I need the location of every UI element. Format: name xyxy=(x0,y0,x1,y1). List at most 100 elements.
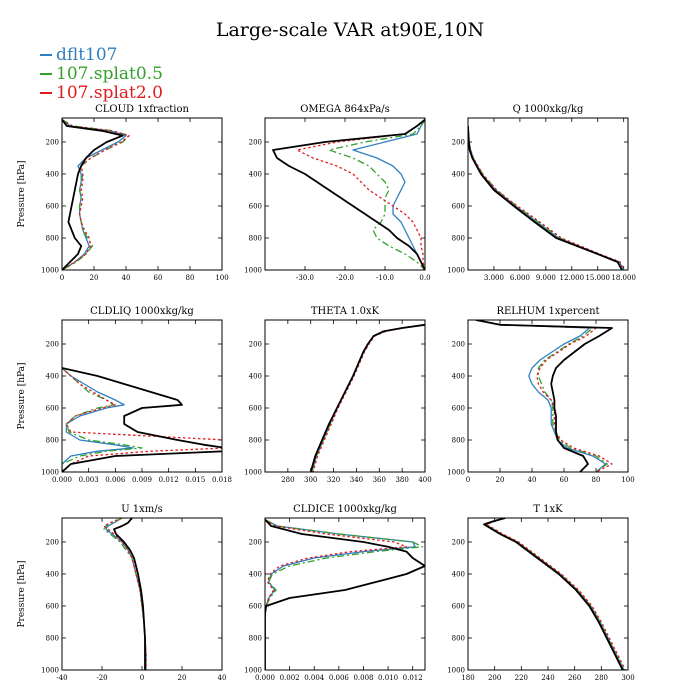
x-tick-label: 300 xyxy=(304,476,317,484)
series-group xyxy=(103,518,147,670)
series-line-107-splat2-0 xyxy=(62,119,130,270)
panel-title: CLDICE 1000xkg/kg xyxy=(293,504,397,515)
x-tick-label: 15.000 xyxy=(585,274,610,282)
y-tick-label: 1000 xyxy=(447,469,465,477)
y-tick-label: 800 xyxy=(46,437,59,445)
panel-frame xyxy=(467,319,629,473)
series-line-control xyxy=(468,125,623,270)
x-tick-label: -30.0 xyxy=(296,274,314,282)
y-tick-label: 600 xyxy=(249,203,262,211)
y-tick-label: 400 xyxy=(249,373,262,381)
series-line-control xyxy=(309,323,425,472)
x-tick-label: 0.012 xyxy=(159,476,179,484)
x-tick-label: 0.018 xyxy=(212,476,232,484)
x-tick-label: 0.009 xyxy=(132,476,152,484)
x-tick-label: 80 xyxy=(186,274,195,282)
y-tick-label: 800 xyxy=(249,235,262,243)
panel-1: CLOUD 1xfraction Pressure [hPa] 0 20 40 60 80 1… xyxy=(17,104,229,282)
y-tick-label: 600 xyxy=(452,203,465,211)
series-line-107-splat2-0 xyxy=(296,119,425,270)
y-tick-label: 400 xyxy=(249,571,262,579)
series-line-control xyxy=(62,367,222,472)
y-axis-label: Pressure [hPa] xyxy=(17,560,27,627)
series-line-dflt107 xyxy=(484,518,625,670)
panel-title: CLOUD 1xfraction xyxy=(95,104,189,115)
y-tick-label: 600 xyxy=(452,405,465,413)
x-tick-label: 40 xyxy=(122,274,131,282)
x-tick-label: 260 xyxy=(568,674,581,682)
panel-frame xyxy=(264,319,426,473)
x-tick-label: -10.0 xyxy=(376,274,394,282)
y-tick-label: 800 xyxy=(46,235,59,243)
y-tick-label: 800 xyxy=(452,437,465,445)
series-group xyxy=(265,518,425,670)
y-axis-label: Pressure [hPa] xyxy=(17,160,27,227)
panel-title: THETA 1.0xK xyxy=(311,306,380,317)
series-line-control xyxy=(113,518,146,670)
panel-title: Q 1000xkg/kg xyxy=(513,104,584,115)
x-tick-label: 80 xyxy=(592,476,601,484)
series-group xyxy=(272,118,425,270)
y-tick-label: 1000 xyxy=(41,267,59,275)
series-line-107-splat0-5 xyxy=(62,367,143,472)
series-group xyxy=(309,323,425,472)
panel-4: CLDLIQ 1000xkg/kg Pressure [hPa] 0.000 0.00… xyxy=(17,306,232,484)
y-tick-label: 800 xyxy=(46,635,59,643)
y-tick-label: 400 xyxy=(46,171,59,179)
x-tick-label: 0 xyxy=(60,274,64,282)
y-tick-label: 200 xyxy=(249,139,262,147)
x-tick-label: -40 xyxy=(56,674,67,682)
y-tick-label: 200 xyxy=(452,139,465,147)
y-tick-label: 600 xyxy=(46,603,59,611)
x-tick-label: 340 xyxy=(350,476,363,484)
panel-frame xyxy=(61,517,223,671)
panel-title: CLDLIQ 1000xkg/kg xyxy=(90,306,194,317)
y-tick-label: 200 xyxy=(46,139,59,147)
x-tick-label: 40 xyxy=(528,476,537,484)
series-line-107-splat2-0 xyxy=(265,519,408,670)
x-tick-label: 320 xyxy=(327,476,340,484)
series-line-107-splat0-5 xyxy=(311,324,425,472)
x-tick-label: 300 xyxy=(621,674,634,682)
panels: CLOUD 1xfraction Pressure [hPa] 0 20 40 60 80 1… xyxy=(17,104,636,682)
series-line-107-splat2-0 xyxy=(468,125,625,270)
panel-title: RELHUM 1xpercent xyxy=(496,306,599,317)
series-line-107-splat0-5 xyxy=(62,119,130,270)
series-line-107-splat2-0 xyxy=(312,324,425,472)
y-tick-label: 1000 xyxy=(41,667,59,675)
x-tick-label: 0.008 xyxy=(353,674,373,682)
series-group xyxy=(62,367,222,472)
x-tick-label: 220 xyxy=(515,674,528,682)
series-line-107-splat0-5 xyxy=(328,119,425,270)
x-tick-label: 0.003 xyxy=(79,476,99,484)
x-tick-label: 0.012 xyxy=(403,674,423,682)
x-tick-label: 60 xyxy=(154,274,163,282)
series-line-107-splat2-0 xyxy=(62,367,222,472)
y-axis-label: Pressure [hPa] xyxy=(17,362,27,429)
panel-6: RELHUM 1xpercent 0 20 40 60 80 100 200 400 600 800… xyxy=(447,306,635,484)
series-line-107-splat0-5 xyxy=(265,519,424,670)
y-tick-label: 600 xyxy=(249,603,262,611)
y-tick-label: 200 xyxy=(452,539,465,547)
x-tick-label: 12.000 xyxy=(560,274,585,282)
panel-5: THETA 1.0xK 280 300 320 340 360 380 400 200 400 60… xyxy=(244,306,432,484)
series-line-dflt107 xyxy=(475,320,607,472)
series-line-dflt107 xyxy=(62,119,127,270)
x-tick-label: 0.015 xyxy=(185,476,205,484)
y-tick-label: 400 xyxy=(452,571,465,579)
series-group xyxy=(62,119,130,270)
panel-8: CLDICE 1000xkg/kg0.000 0.002 0.004 0.006 0.0… xyxy=(244,504,426,682)
y-tick-label: 600 xyxy=(452,603,465,611)
x-tick-label: 200 xyxy=(488,674,501,682)
panel-title: T 1xK xyxy=(533,504,563,515)
panel-frame xyxy=(264,117,426,271)
x-tick-label: 0.004 xyxy=(304,674,325,682)
x-tick-label: 40 xyxy=(218,674,227,682)
x-tick-label: 180 xyxy=(461,674,474,682)
series-group xyxy=(475,320,613,472)
series-line-dflt107 xyxy=(105,518,147,670)
panel-3: Q 1000xkg/kg3.000 6.000 9.000 12.000 15.000 1… xyxy=(447,104,636,282)
series-line-control xyxy=(265,518,425,670)
